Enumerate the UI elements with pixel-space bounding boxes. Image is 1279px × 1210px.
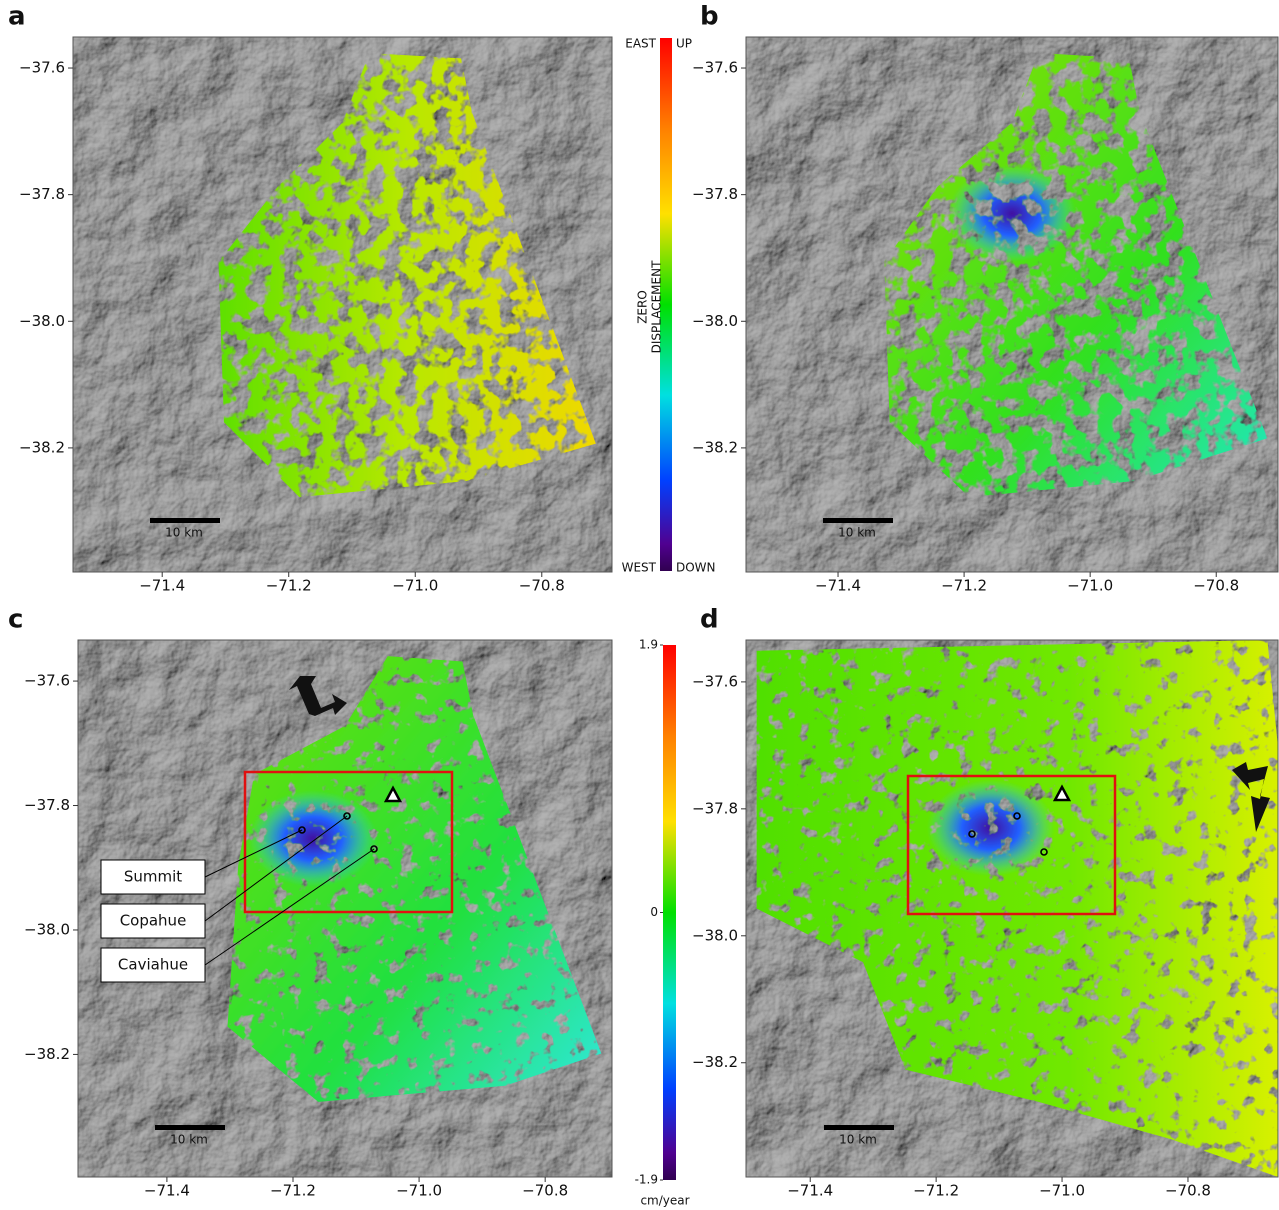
site-label: Copahue [120, 912, 187, 930]
colorbar [663, 645, 676, 1180]
scale-bar-label: 10 km [838, 526, 876, 540]
cb-label: DOWN [676, 561, 716, 575]
map-panel [746, 640, 1278, 1177]
panel-letter: b [700, 2, 719, 32]
deformation-spot [948, 165, 1076, 261]
y-tick-label: −38.2 [692, 1053, 738, 1071]
x-tick-label: −71.2 [913, 1182, 959, 1200]
figure: a −71.4 −71.2 −71.0 −70.8 −37.6 −37.8 −38.0 −38.… [0, 0, 1279, 1210]
scale-bar [150, 518, 220, 523]
site-label: Summit [124, 868, 182, 886]
x-tick-label: −70.8 [519, 577, 565, 595]
y-tick-label: −37.6 [692, 59, 738, 77]
cb-unit: cm/year [640, 1194, 689, 1208]
x-tick-label: −70.8 [1193, 577, 1239, 595]
x-tick-label: −71.0 [396, 1182, 442, 1200]
y-tick-label: −38.0 [19, 312, 65, 330]
x-tick-label: −71.4 [139, 577, 185, 595]
x-tick-label: −71.2 [270, 1182, 316, 1200]
cb-tick-label: 1.9 [639, 638, 658, 652]
y-tick-label: −38.2 [24, 1045, 70, 1063]
deformation-spot [927, 780, 1055, 877]
y-tick-label: −38.0 [24, 920, 70, 938]
cb-label: WEST [622, 561, 657, 575]
y-tick-label: −38.2 [19, 438, 65, 456]
x-tick-label: −71.2 [941, 577, 987, 595]
scale-bar-label: 10 km [170, 1133, 208, 1147]
y-tick-label: −38.0 [692, 312, 738, 330]
y-tick-label: −37.8 [692, 185, 738, 203]
map-panel [746, 37, 1278, 572]
site-label: Caviahue [118, 956, 188, 974]
cb-tick-label: -1.9 [635, 1173, 658, 1187]
x-tick-label: −71.4 [815, 577, 861, 595]
cb-label: EAST [625, 37, 656, 51]
x-tick-label: −71.4 [787, 1182, 833, 1200]
y-tick-label: −37.6 [24, 672, 70, 690]
panel-letter: a [8, 2, 26, 32]
x-tick-label: −71.2 [266, 577, 312, 595]
scale-bar [155, 1125, 225, 1130]
scale-bar-label: 10 km [839, 1133, 877, 1147]
deformation-spot [249, 790, 377, 887]
y-tick-label: −37.8 [19, 185, 65, 203]
cb-label: UP [676, 37, 692, 51]
y-tick-label: −37.8 [24, 796, 70, 814]
x-tick-label: −71.4 [144, 1182, 190, 1200]
x-tick-label: −71.0 [392, 577, 438, 595]
x-tick-label: −70.8 [1165, 1182, 1211, 1200]
y-tick-label: −37.6 [692, 672, 738, 690]
map-panel [73, 37, 612, 572]
panel-letter: d [700, 605, 719, 635]
x-tick-label: −71.0 [1067, 577, 1113, 595]
cb-label: DISPLACEMENT [650, 260, 664, 353]
y-tick-label: −37.6 [19, 59, 65, 77]
scale-bar [823, 518, 893, 523]
y-tick-label: −38.2 [692, 438, 738, 456]
y-tick-label: −37.8 [692, 799, 738, 817]
scale-bar-label: 10 km [165, 526, 203, 540]
panel-letter: c [8, 605, 23, 635]
x-tick-label: −70.8 [522, 1182, 568, 1200]
y-tick-label: −38.0 [692, 926, 738, 944]
x-tick-label: −71.0 [1039, 1182, 1085, 1200]
scale-bar [824, 1125, 894, 1130]
cb-tick-label: 0 [650, 905, 658, 919]
cb-label: ZERO [636, 290, 650, 324]
